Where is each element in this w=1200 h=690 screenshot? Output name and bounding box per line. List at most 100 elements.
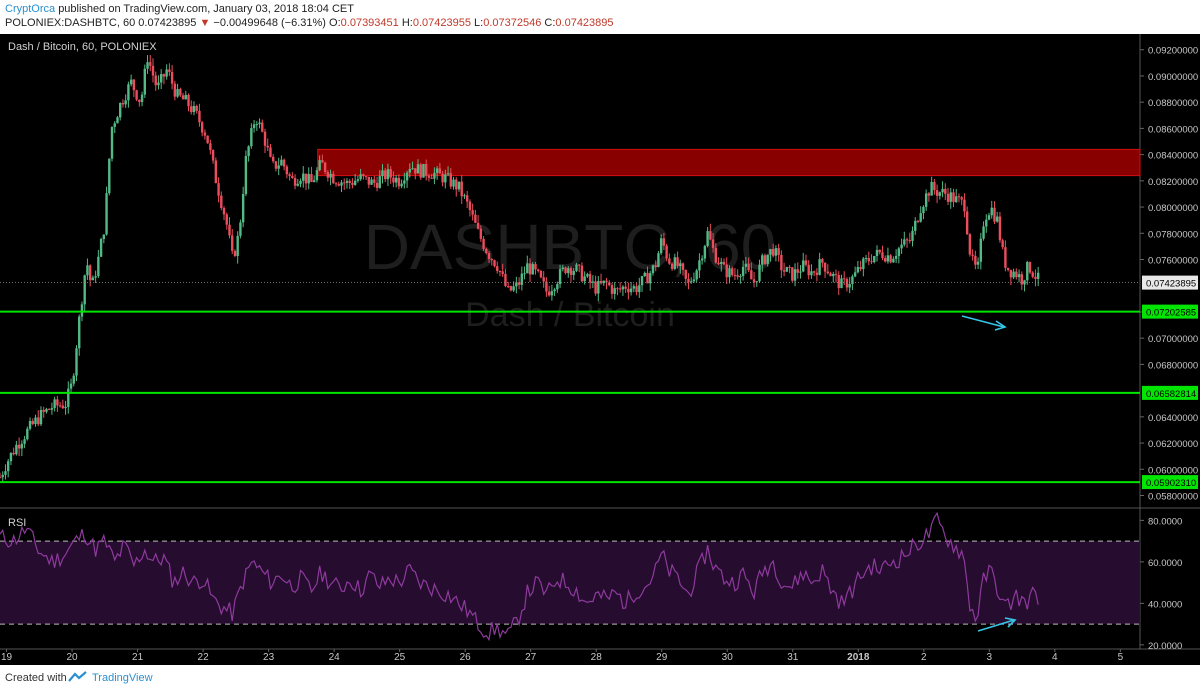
candle-down: [916, 220, 920, 222]
candle-down: [214, 160, 218, 184]
candle-up: [755, 281, 758, 283]
candle-down: [796, 269, 799, 273]
candle-down: [56, 399, 59, 406]
candle-down: [545, 281, 548, 292]
created-with-text: Created with: [5, 672, 67, 684]
candle-down: [323, 162, 327, 172]
candle-down: [269, 147, 272, 157]
candle-down: [261, 122, 264, 132]
candle-down: [272, 156, 275, 162]
candle-down: [419, 164, 422, 178]
rsi-pane[interactable]: RSI 80.0000 60.0000 40.0000 20.0000: [0, 511, 1200, 652]
candle-down: [826, 271, 830, 274]
candle-down: [730, 268, 734, 275]
resistance-zone[interactable]: [317, 148, 1141, 177]
candle-up: [976, 261, 980, 265]
candle-down: [971, 254, 974, 256]
candle-down: [58, 405, 62, 407]
candle-up: [416, 164, 420, 174]
candle-up: [700, 258, 704, 261]
rsi-line[interactable]: [0, 511, 1039, 642]
candle-down: [1020, 274, 1023, 285]
candle-down: [496, 266, 499, 271]
candle-up: [979, 238, 983, 262]
candle-up: [146, 62, 149, 69]
candle-up: [69, 383, 73, 389]
candle-up: [370, 179, 373, 185]
candle-up: [531, 264, 534, 275]
chart-title: Dash / Bitcoin, 60, POLONIEX: [8, 41, 157, 53]
candle-up: [561, 267, 565, 270]
author-link[interactable]: CryptOrca: [5, 3, 56, 15]
candle-up: [698, 260, 701, 271]
candle-down: [935, 190, 939, 196]
candle-up: [864, 258, 868, 260]
candle-up: [386, 169, 390, 180]
candle-up: [914, 220, 917, 231]
candle-down: [471, 210, 474, 215]
candle-up: [955, 196, 958, 203]
candle-down: [332, 173, 335, 184]
candle-down: [291, 175, 294, 179]
candle-down: [537, 269, 540, 271]
candle-down: [564, 267, 567, 274]
candle-up: [679, 263, 682, 267]
candle-down: [821, 259, 824, 263]
price-tick-label: 0.09200000: [1148, 46, 1198, 57]
time-tick-label: 22: [198, 652, 210, 663]
candle-up: [651, 265, 655, 274]
candle-up: [129, 79, 133, 85]
candle-down: [1031, 272, 1034, 277]
candle-up: [583, 276, 586, 282]
candle-down: [509, 286, 513, 291]
candle-up: [359, 174, 362, 180]
candle-down: [627, 288, 630, 293]
candle-down: [493, 260, 496, 267]
candle-up: [810, 271, 813, 276]
candle-down: [31, 420, 34, 425]
candle-up: [176, 89, 179, 97]
publish-line: CryptOrca published on TradingView.com, …: [5, 3, 354, 15]
tradingview-brand[interactable]: TradingView: [92, 672, 153, 684]
arrow-head: [994, 320, 1007, 331]
candle-down: [217, 183, 220, 196]
candle-up: [515, 282, 518, 287]
candle-down: [138, 99, 141, 102]
price-tick-label: 0.06400000: [1148, 413, 1198, 424]
candle-up: [621, 286, 625, 290]
candle-down: [711, 239, 715, 248]
candle-down: [946, 193, 950, 202]
time-axis[interactable]: 19 20 21 22 23 24 25 26 27 28 29 30 31 2018 2 3 4 5: [1, 649, 1124, 663]
candle-down: [580, 265, 584, 282]
candle-down: [676, 257, 679, 267]
candle-down: [225, 214, 228, 225]
candle-down: [952, 192, 955, 203]
candle-down: [282, 159, 286, 167]
candle-up: [941, 188, 944, 193]
tradingview-logo-icon: [68, 671, 87, 682]
candle-up: [312, 180, 316, 182]
candle-up: [97, 256, 100, 277]
candle-up: [922, 206, 925, 214]
candle-up: [34, 417, 37, 425]
watermark-name: Dash / Bitcoin: [465, 296, 675, 334]
candle-down: [780, 254, 783, 271]
candle-down: [722, 261, 726, 265]
candle-up: [657, 253, 660, 268]
last-price: 0.07423895: [138, 17, 197, 29]
candle-up: [239, 222, 242, 236]
candle-up: [403, 180, 406, 184]
footer: Created with TradingView: [0, 665, 1200, 690]
candle-up: [302, 173, 305, 181]
candle-down: [414, 168, 417, 174]
candle-up: [558, 269, 562, 285]
candle-up: [452, 179, 455, 187]
candle-down: [624, 286, 627, 289]
last-price-badge: [1142, 275, 1198, 290]
candle-down: [782, 270, 786, 272]
candle-down: [733, 274, 737, 276]
candle-up: [990, 207, 993, 216]
time-tick-label: 24: [329, 652, 341, 663]
